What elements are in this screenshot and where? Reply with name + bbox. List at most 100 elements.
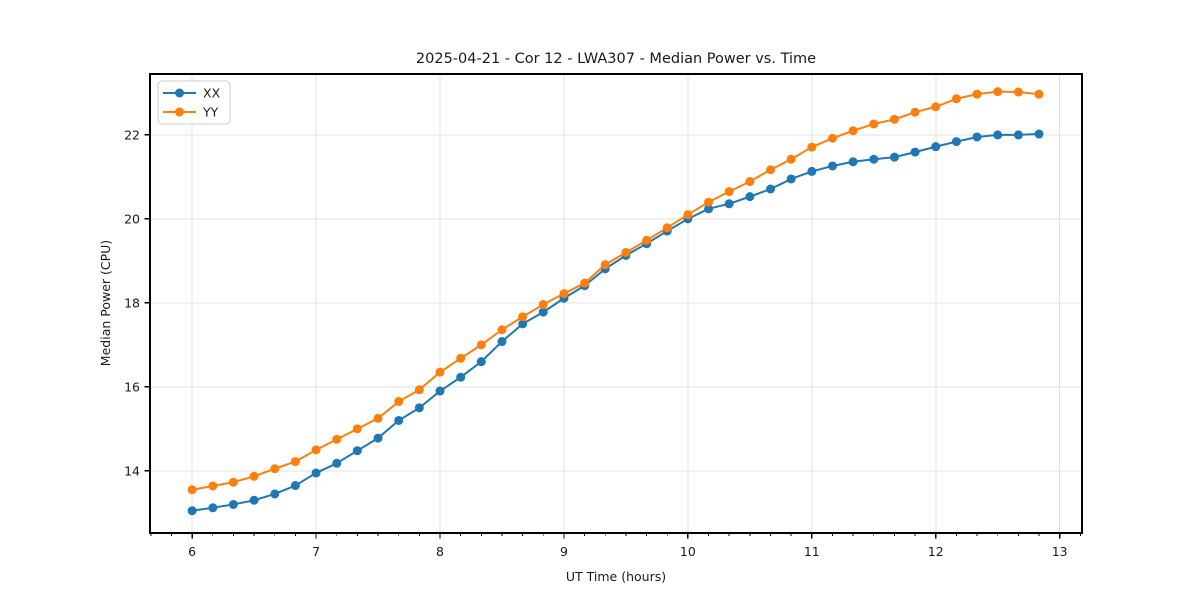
x-axis-label: UT Time (hours) — [566, 569, 666, 584]
data-point-yy — [456, 353, 466, 363]
data-point-yy — [208, 481, 218, 491]
data-point-yy — [951, 94, 961, 104]
data-point-xx — [745, 192, 755, 202]
y-tick-label: 14 — [124, 463, 140, 478]
data-point-yy — [538, 300, 548, 310]
data-point-yy — [910, 107, 920, 117]
x-tick-label: 10 — [680, 544, 696, 559]
data-point-yy — [993, 87, 1003, 97]
data-point-xx — [352, 446, 362, 456]
data-point-yy — [786, 154, 796, 164]
data-point-yy — [683, 210, 693, 220]
data-point-yy — [704, 197, 714, 207]
data-point-yy — [332, 434, 342, 444]
data-point-yy — [662, 223, 672, 233]
data-point-yy — [187, 485, 197, 495]
data-point-xx — [332, 458, 342, 468]
data-point-xx — [828, 161, 838, 171]
data-point-yy — [621, 247, 631, 257]
data-point-yy — [869, 119, 879, 129]
data-point-xx — [414, 403, 424, 413]
x-tick-label: 11 — [804, 544, 820, 559]
data-point-yy — [972, 89, 982, 99]
series-xx — [187, 129, 1044, 516]
data-point-yy — [580, 278, 590, 288]
data-point-xx — [848, 157, 858, 167]
data-point-yy — [559, 289, 569, 299]
y-tick-label: 20 — [124, 211, 140, 226]
data-point-xx — [228, 499, 238, 509]
data-point-xx — [538, 307, 548, 317]
tick-layer — [144, 134, 1081, 539]
data-point-yy — [518, 312, 528, 322]
data-point-yy — [476, 340, 486, 350]
data-point-xx — [476, 357, 486, 367]
x-tick-label: 7 — [312, 544, 320, 559]
data-point-yy — [724, 187, 734, 197]
data-point-xx — [373, 433, 383, 443]
x-tick-label: 8 — [436, 544, 444, 559]
data-point-xx — [972, 132, 982, 142]
data-point-yy — [249, 471, 259, 481]
data-point-xx — [518, 319, 528, 329]
data-point-xx — [786, 174, 796, 184]
series-yy — [187, 87, 1044, 495]
data-point-xx — [187, 506, 197, 516]
data-point-xx — [1034, 129, 1044, 139]
y-tick-label: 22 — [124, 127, 140, 142]
legend-label-yy: YY — [202, 105, 219, 120]
data-point-xx — [270, 489, 280, 499]
data-point-yy — [1034, 89, 1044, 99]
data-point-xx — [766, 184, 776, 194]
legend-marker-xx — [175, 88, 184, 98]
data-point-xx — [993, 130, 1003, 140]
data-point-yy — [745, 177, 755, 187]
data-point-yy — [497, 325, 507, 335]
legend-marker-yy — [175, 107, 184, 117]
y-axis-label: Median Power (CPU) — [98, 240, 113, 366]
data-point-xx — [311, 468, 321, 478]
data-point-xx — [394, 415, 404, 425]
plot-frame — [149, 73, 1083, 534]
data-point-yy — [373, 413, 383, 423]
data-point-xx — [208, 503, 218, 513]
data-point-yy — [766, 165, 776, 175]
data-point-yy — [807, 142, 817, 152]
data-point-xx — [497, 337, 507, 347]
y-tick-label: 16 — [124, 379, 140, 394]
data-point-yy — [848, 126, 858, 136]
data-point-xx — [931, 142, 941, 152]
legend: XX YY — [157, 80, 231, 125]
x-tick-label: 6 — [188, 544, 196, 559]
data-point-xx — [807, 166, 817, 176]
legend-entry-xx: XX — [163, 86, 221, 101]
data-point-yy — [828, 133, 838, 143]
x-tick-label: 12 — [928, 544, 944, 559]
data-point-yy — [228, 477, 238, 487]
data-point-yy — [270, 464, 280, 474]
data-point-xx — [249, 495, 259, 505]
y-tick-label: 18 — [124, 295, 140, 310]
data-point-xx — [704, 204, 714, 214]
data-point-xx — [724, 199, 734, 209]
x-tick-label: 9 — [560, 544, 568, 559]
data-point-yy — [352, 424, 362, 434]
data-point-yy — [435, 367, 445, 377]
legend-entry-yy: YY — [163, 105, 219, 120]
data-point-yy — [1013, 87, 1023, 97]
data-point-xx — [869, 154, 879, 164]
x-tick-label: 13 — [1052, 544, 1068, 559]
data-point-yy — [889, 114, 899, 124]
data-point-yy — [394, 397, 404, 407]
data-point-xx — [889, 152, 899, 162]
legend-label-xx: XX — [203, 86, 221, 101]
data-point-xx — [290, 481, 300, 491]
series-layer — [187, 87, 1044, 516]
data-point-yy — [311, 445, 321, 455]
data-point-xx — [435, 386, 445, 396]
data-point-xx — [456, 372, 466, 382]
data-point-yy — [931, 102, 941, 112]
data-point-xx — [910, 147, 920, 157]
